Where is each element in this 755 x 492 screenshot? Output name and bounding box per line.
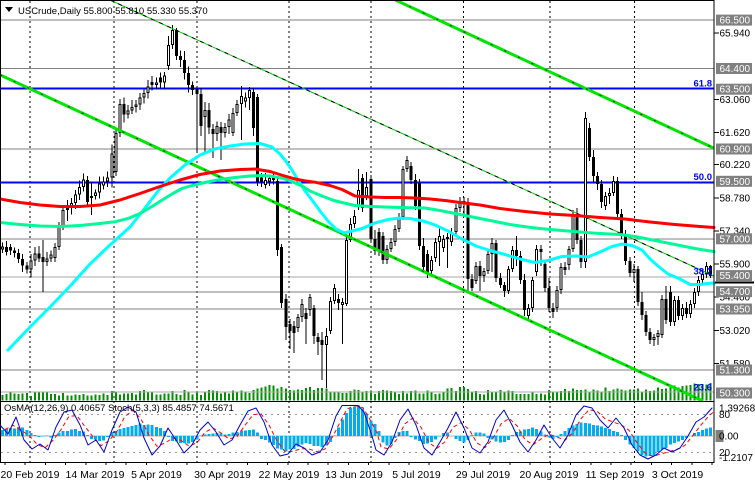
svg-text:53.950: 53.950 <box>720 305 751 316</box>
svg-text:58.780: 58.780 <box>720 193 751 204</box>
svg-text:57.000: 57.000 <box>720 234 751 245</box>
svg-text:57.340: 57.340 <box>720 227 751 238</box>
svg-text:51.300: 51.300 <box>720 366 751 377</box>
svg-text:13 Jun 2019: 13 Jun 2019 <box>325 469 383 481</box>
svg-text:60.900: 60.900 <box>720 145 751 156</box>
svg-text:65.940: 65.940 <box>720 29 751 40</box>
svg-text:64.400: 64.400 <box>720 64 751 75</box>
svg-text:63.500: 63.500 <box>720 85 751 96</box>
svg-text:63.060: 63.060 <box>720 95 751 106</box>
svg-text:55.400: 55.400 <box>720 271 751 282</box>
svg-text:66.500: 66.500 <box>720 16 751 27</box>
svg-text:20 Aug 2019: 20 Aug 2019 <box>520 469 579 481</box>
svg-text:59.500: 59.500 <box>720 177 751 188</box>
svg-text:50.0: 50.0 <box>694 172 713 183</box>
svg-text:OsMA(12,26,9) 0.40657 Stoch(5: OsMA(12,26,9) 0.40657 Stoch(5,3,3) 85.48… <box>4 403 234 414</box>
svg-text:23.6: 23.6 <box>694 383 713 394</box>
svg-text:80: 80 <box>719 410 731 421</box>
svg-text:53.020: 53.020 <box>720 326 751 337</box>
svg-text:20: 20 <box>719 448 731 459</box>
svg-text:50.300: 50.300 <box>720 389 751 400</box>
svg-text:1.39268: 1.39268 <box>719 404 755 415</box>
svg-text:USCrude,Daily 55.800 55.810 5: USCrude,Daily 55.800 55.810 55.330 55.37… <box>18 6 208 17</box>
svg-text:29 Jul 2019: 29 Jul 2019 <box>456 469 510 481</box>
svg-text:14 Mar 2019: 14 Mar 2019 <box>66 469 125 481</box>
svg-text:54.700: 54.700 <box>720 287 751 298</box>
svg-text:22 May 2019: 22 May 2019 <box>259 469 320 481</box>
svg-text:54.460: 54.460 <box>720 293 751 304</box>
svg-text:20 Feb 2019: 20 Feb 2019 <box>1 469 60 481</box>
svg-text:61.8: 61.8 <box>694 79 713 90</box>
svg-text:60.220: 60.220 <box>720 160 751 171</box>
svg-text:38.2: 38.2 <box>694 267 713 278</box>
svg-text:61.620: 61.620 <box>720 128 751 139</box>
svg-text:11 Sep 2019: 11 Sep 2019 <box>586 469 645 481</box>
svg-text:0.00: 0.00 <box>719 431 739 442</box>
svg-text:5 Apr 2019: 5 Apr 2019 <box>131 469 182 481</box>
svg-text:5 Jul 2019: 5 Jul 2019 <box>392 469 441 481</box>
svg-text:3 Oct 2019: 3 Oct 2019 <box>652 469 704 481</box>
svg-text:-1.2107: -1.2107 <box>719 453 753 464</box>
svg-text:55.900: 55.900 <box>720 260 751 271</box>
svg-text:30 Apr 2019: 30 Apr 2019 <box>194 469 251 481</box>
